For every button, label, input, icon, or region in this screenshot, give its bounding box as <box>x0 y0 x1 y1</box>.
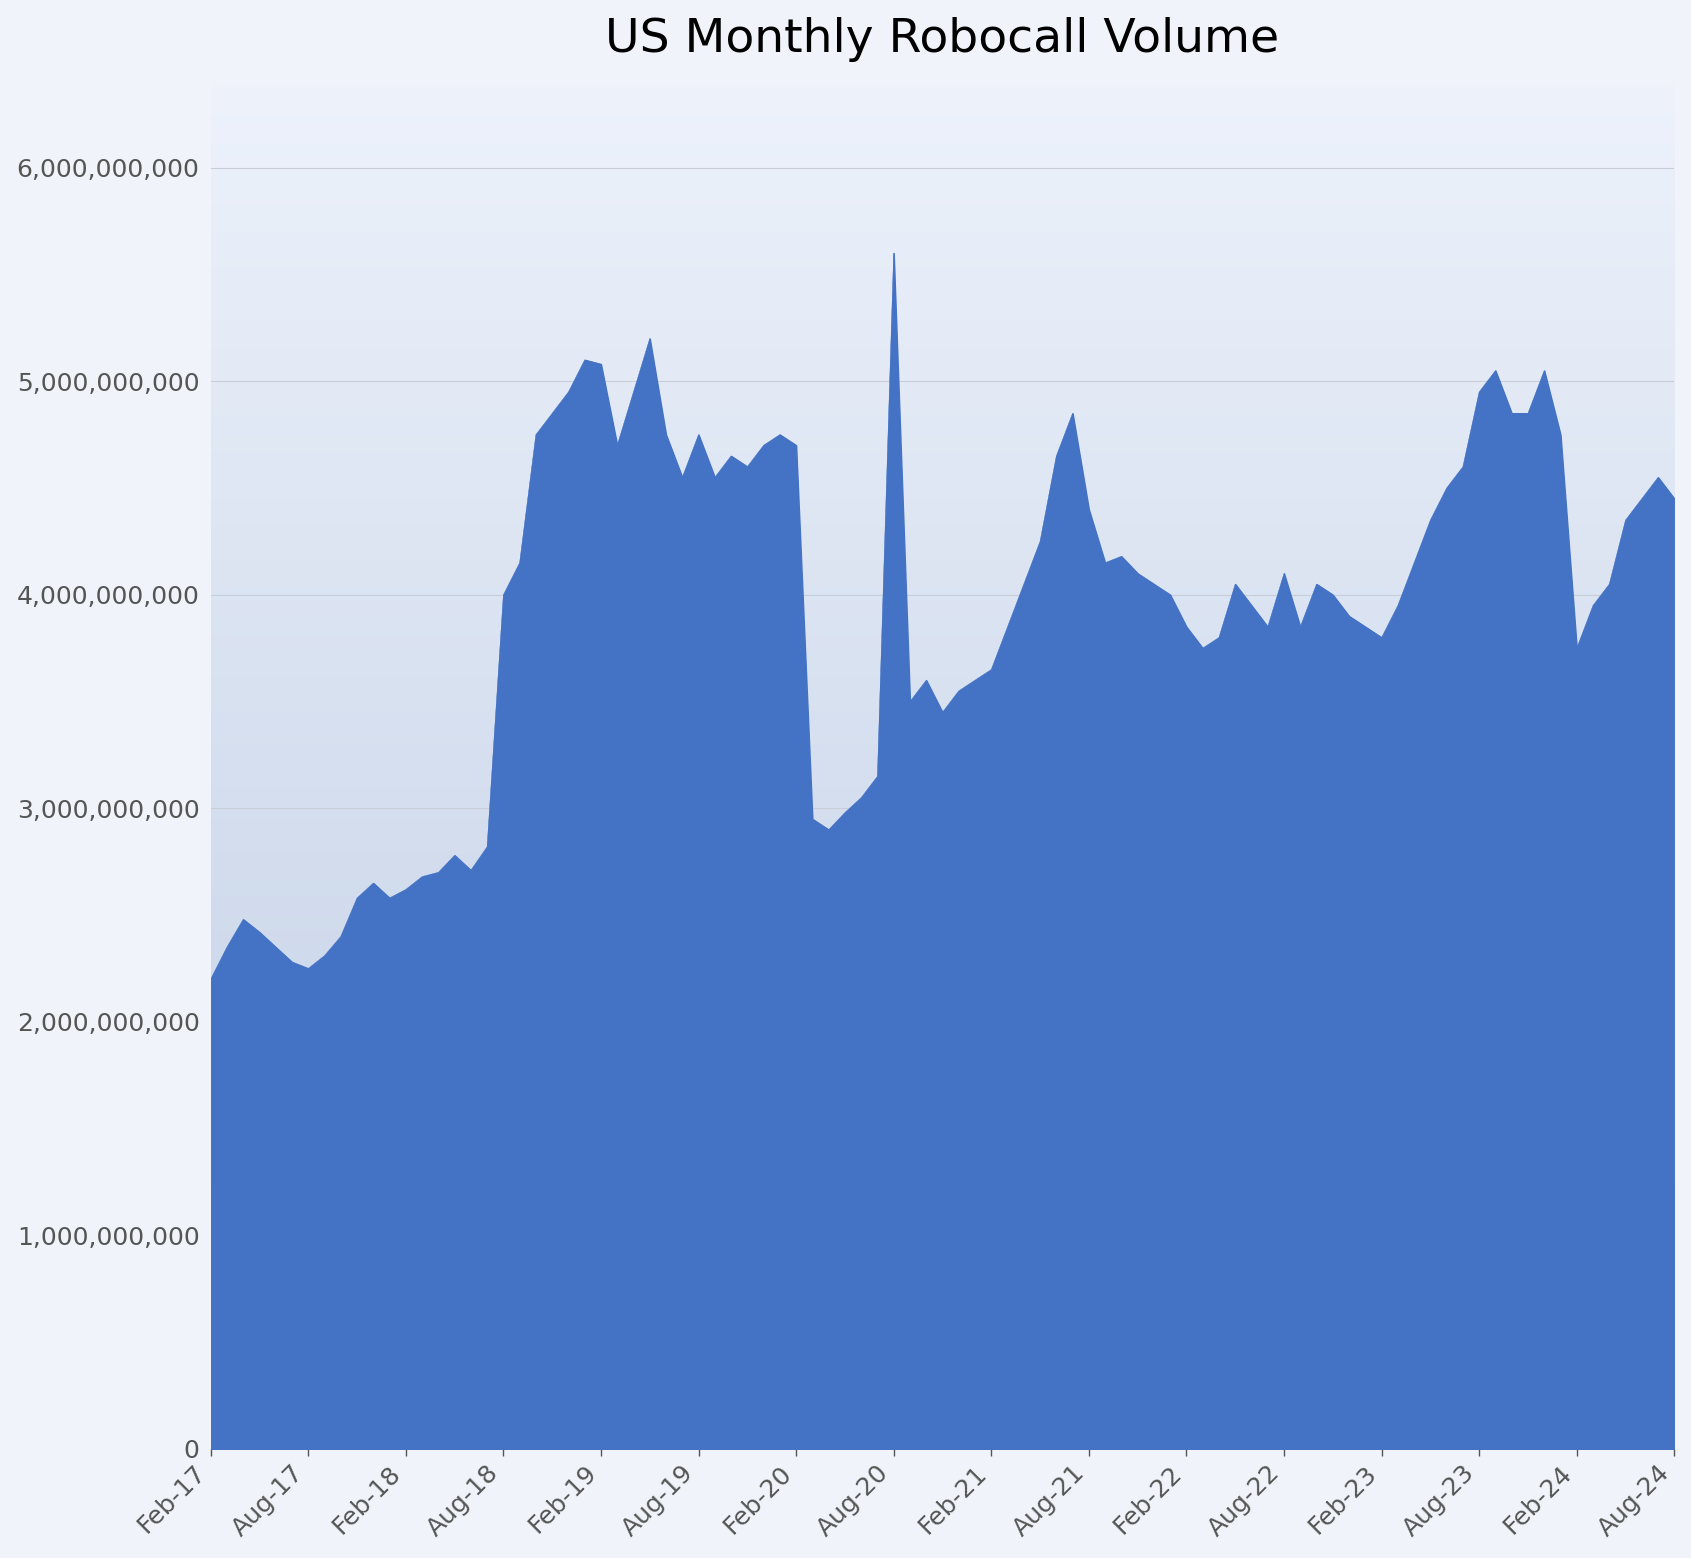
Title: US Monthly Robocall Volume: US Monthly Robocall Volume <box>605 17 1280 62</box>
